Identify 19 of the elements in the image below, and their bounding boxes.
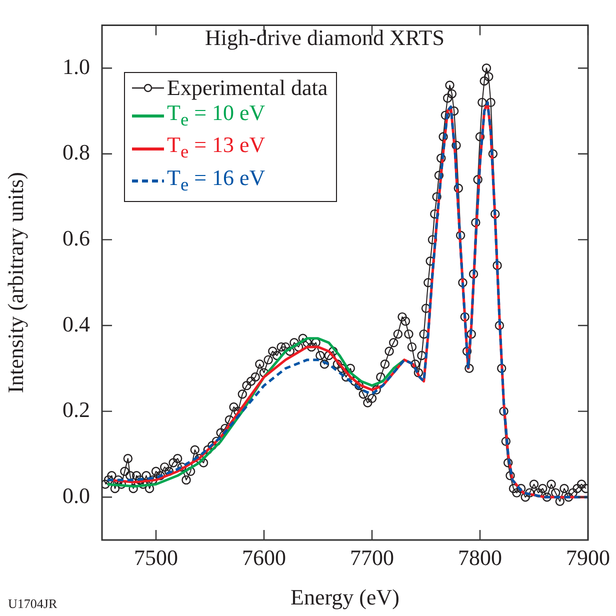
y-tick-label: 0.0 [62, 482, 90, 508]
text: U1704JR [8, 596, 58, 612]
legend-label: T$_{e}$ = 13 eV [167, 132, 266, 164]
legend-label: T$_{e}$ = 16 eV [167, 164, 266, 196]
y-tick-label: 0.4 [62, 311, 90, 336]
y-tick-label: 1.0 [62, 54, 90, 79]
y-tick-label: 0.2 [62, 397, 90, 422]
legend-label: T$_{e}$ = 10 eV [167, 100, 266, 132]
x-tick-label: 7700 [350, 544, 394, 570]
x-tick-label: 7900 [566, 544, 610, 570]
y-axis-title: Intensity (arbitrary units) [2, 172, 28, 394]
x-tick-label: 7500 [134, 544, 178, 570]
x-tick-label: 7600 [242, 544, 286, 570]
y-tick-label: 0.6 [62, 225, 90, 250]
legend-label: Experimental data [167, 75, 328, 100]
x-axis-title: Energy (eV) [290, 584, 400, 610]
chart-title: High-drive diamond XRTS [205, 25, 444, 51]
x-tick-label: 7800 [458, 544, 502, 570]
y-tick-label: 0.8 [62, 140, 90, 165]
